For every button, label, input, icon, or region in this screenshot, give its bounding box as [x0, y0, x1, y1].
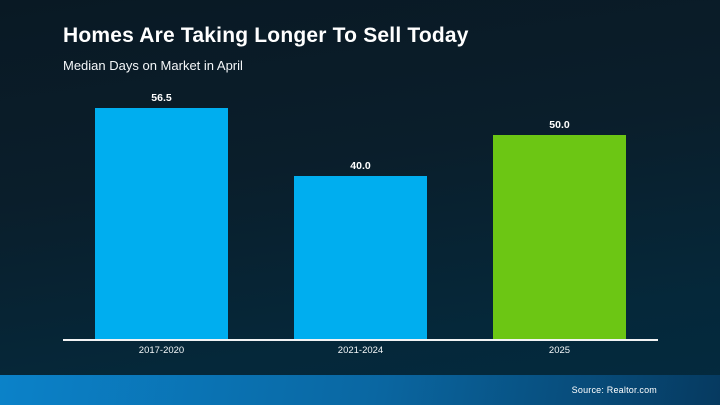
bar-group-2021-2024: 40.0: [294, 160, 427, 339]
page-title: Homes Are Taking Longer To Sell Today: [63, 24, 469, 47]
bar-group-2017-2020: 56.5: [95, 92, 228, 339]
source-attribution: Source: Realtor.com: [571, 385, 657, 395]
x-axis-labels: 2017-2020 2021-2024 2025: [63, 345, 658, 356]
chart-subtitle: Median Days on Market in April: [63, 58, 243, 73]
bar-value-label: 50.0: [549, 119, 570, 132]
bar-2021-2024: [294, 175, 427, 339]
x-axis-label-2025: 2025: [548, 344, 571, 356]
bar-value-label: 40.0: [350, 160, 371, 173]
x-axis-label-2017-2020: 2017-2020: [138, 344, 185, 356]
footer-bar: Source: Realtor.com: [0, 375, 720, 405]
bars-area: 56.5 40.0 50.0: [63, 92, 658, 339]
chart-header: Homes Are Taking Longer To Sell Today Me…: [63, 24, 469, 73]
bar-value-label: 56.5: [151, 92, 172, 105]
bar-2017-2020: [95, 107, 228, 339]
x-axis-label-2021-2024: 2021-2024: [337, 344, 384, 356]
bar-chart: 56.5 40.0 50.0 2017-2020 2021-2024 2025: [63, 92, 658, 356]
bar-2025: [493, 134, 626, 339]
x-axis-line: [63, 338, 658, 341]
bar-group-2025: 50.0: [493, 119, 626, 339]
